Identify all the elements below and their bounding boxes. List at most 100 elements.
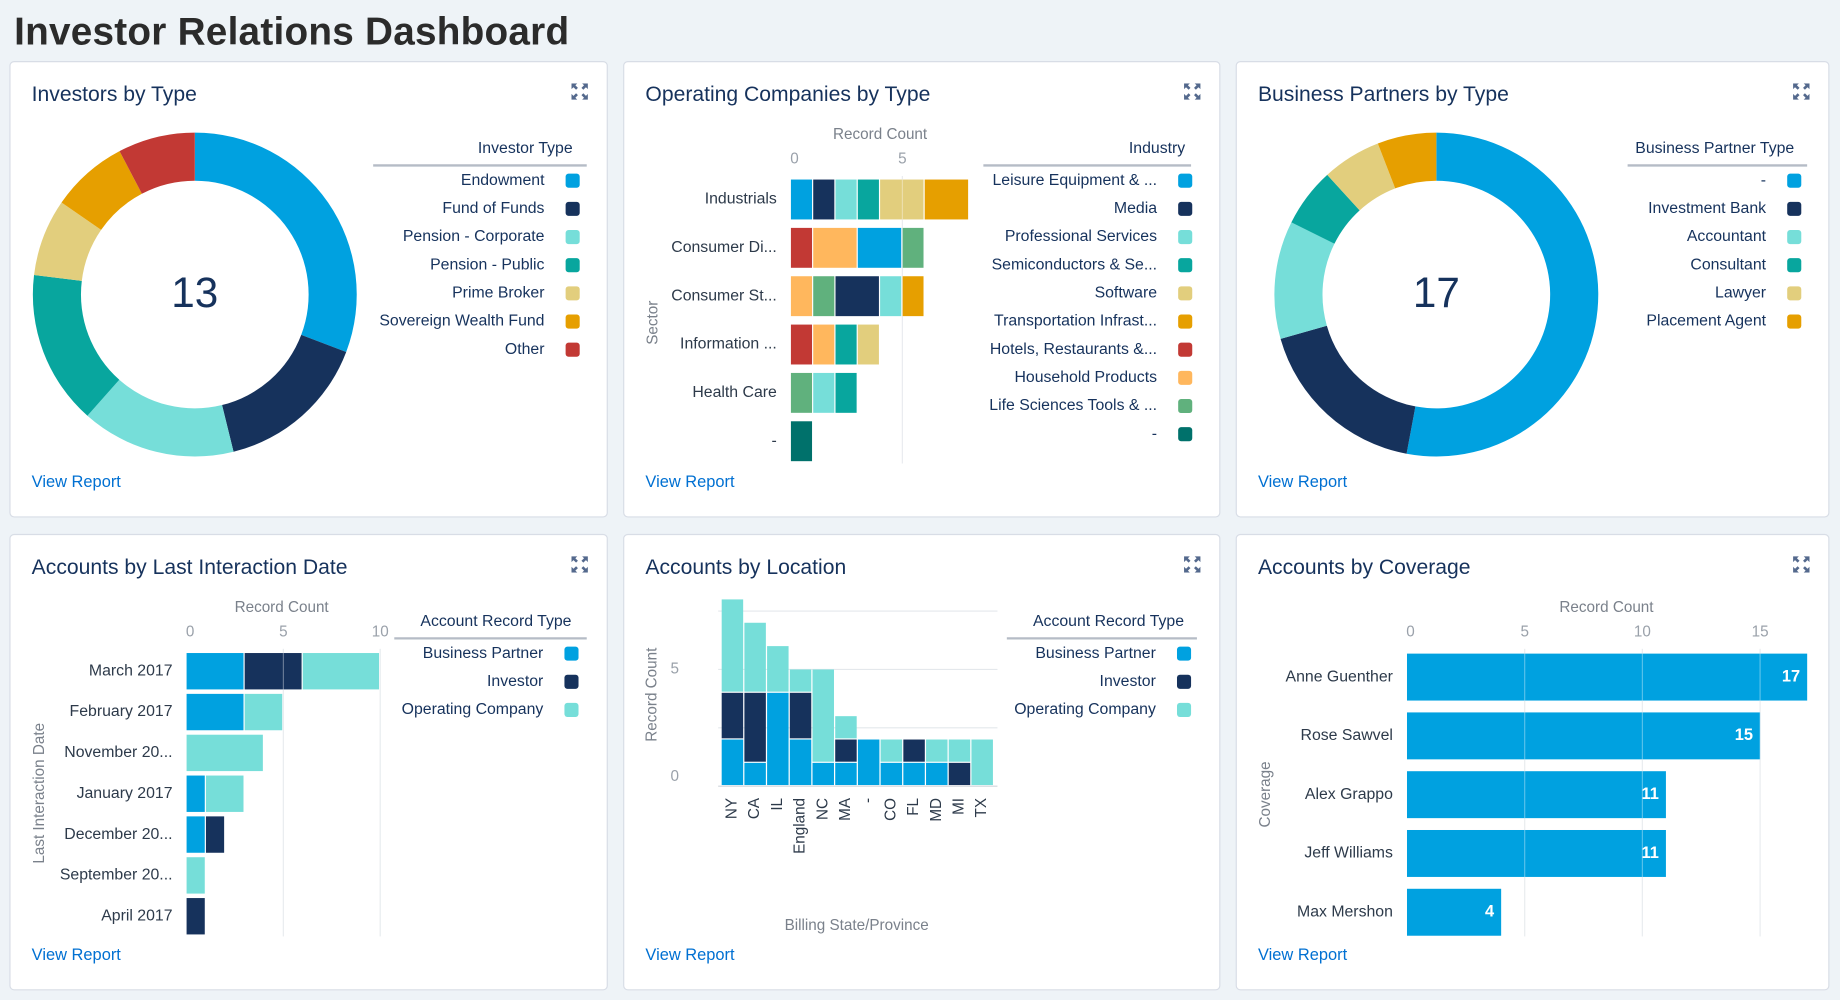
bar-segment[interactable] [744, 692, 766, 762]
bar-segment[interactable] [835, 739, 857, 762]
bar-segment[interactable] [835, 276, 879, 317]
bar-segment[interactable] [971, 739, 993, 786]
bar-segment[interactable] [880, 276, 902, 317]
bar-segment[interactable] [948, 739, 971, 762]
donut-slice[interactable] [194, 132, 357, 352]
bar-segment[interactable] [789, 739, 812, 786]
bar-segment[interactable] [721, 692, 744, 739]
legend-item[interactable]: Sovereign Wealth Fund [379, 313, 580, 330]
legend-item[interactable]: Consultant [1690, 256, 1802, 273]
bar-segment[interactable] [790, 421, 813, 462]
bar-segment[interactable] [302, 653, 380, 690]
bar-segment[interactable] [835, 324, 857, 365]
donut-slice[interactable] [34, 202, 102, 281]
donut-slice[interactable] [1377, 132, 1437, 189]
legend-item[interactable]: Other [505, 341, 580, 358]
bar-segment[interactable] [835, 372, 857, 413]
donut-slice[interactable] [32, 275, 120, 416]
legend-item[interactable]: Endowment [461, 172, 580, 189]
bar[interactable] [1406, 829, 1666, 877]
legend-item[interactable]: Life Sciences Tools & ... [989, 397, 1193, 414]
bar-segment[interactable] [790, 372, 813, 413]
bar-segment[interactable] [721, 599, 744, 692]
bar-segment[interactable] [813, 227, 857, 268]
bar-segment[interactable] [812, 669, 834, 762]
legend-item[interactable]: Operating Company [1014, 701, 1192, 718]
donut-slice[interactable] [1274, 222, 1335, 339]
bar-segment[interactable] [813, 324, 835, 365]
view-report-link[interactable]: View Report [31, 944, 121, 964]
bar-segment[interactable] [926, 739, 948, 762]
bar-segment[interactable] [789, 669, 812, 692]
expand-icon[interactable] [571, 556, 588, 573]
bar[interactable] [1406, 712, 1761, 760]
bar-segment[interactable] [721, 739, 744, 786]
legend-item[interactable]: Operating Company [402, 701, 579, 718]
legend-item[interactable]: Business Partner [423, 645, 579, 662]
bar-segment[interactable] [789, 692, 812, 739]
legend-item[interactable]: Household Products [1014, 369, 1193, 386]
legend-item[interactable]: Leisure Equipment & ... [993, 172, 1193, 189]
bar-segment[interactable] [205, 816, 225, 853]
bar-segment[interactable] [835, 762, 857, 786]
bar-segment[interactable] [744, 622, 766, 692]
legend-item[interactable]: Semiconductors & Se... [992, 256, 1193, 273]
legend-item[interactable]: Investor [487, 673, 579, 690]
bar-segment[interactable] [186, 898, 205, 935]
expand-icon[interactable] [1184, 83, 1201, 100]
bar-segment[interactable] [790, 324, 813, 365]
legend-item[interactable]: - [1152, 425, 1193, 442]
legend-item[interactable]: - [1761, 172, 1802, 189]
bar-segment[interactable] [767, 646, 789, 692]
bar-segment[interactable] [186, 734, 263, 772]
bar[interactable] [1406, 653, 1808, 701]
bar-segment[interactable] [813, 179, 835, 220]
bar-segment[interactable] [205, 775, 244, 812]
view-report-link[interactable]: View Report [1257, 471, 1348, 491]
bar-segment[interactable] [790, 276, 813, 317]
bar-segment[interactable] [994, 763, 1015, 785]
donut-slice[interactable] [222, 334, 347, 452]
view-report-link[interactable]: View Report [31, 471, 121, 491]
view-report-link[interactable]: View Report [645, 944, 735, 964]
donut-slice[interactable] [1291, 174, 1360, 244]
expand-icon[interactable] [1793, 83, 1810, 100]
expand-icon[interactable] [1793, 556, 1810, 573]
bar-segment[interactable] [744, 762, 766, 786]
legend-item[interactable]: Investor [1100, 673, 1192, 690]
bar-segment[interactable] [186, 816, 205, 853]
donut-slice[interactable] [119, 132, 195, 194]
legend-item[interactable]: Professional Services [1005, 228, 1193, 245]
legend-item[interactable]: Pension - Corporate [403, 228, 580, 245]
bar-segment[interactable] [813, 276, 835, 317]
legend-item[interactable]: Media [1114, 200, 1193, 217]
legend-item[interactable]: Fund of Funds [442, 200, 580, 217]
bar-segment[interactable] [244, 693, 283, 731]
bar-segment[interactable] [790, 179, 813, 220]
donut-slice[interactable] [1280, 325, 1416, 454]
donut-slice[interactable] [61, 151, 142, 230]
bar[interactable] [1406, 771, 1666, 819]
bar-segment[interactable] [903, 762, 925, 786]
legend-item[interactable]: Business Partner [1035, 645, 1192, 662]
bar-segment[interactable] [880, 762, 903, 786]
bar-segment[interactable] [813, 372, 835, 413]
legend-item[interactable]: Investment Bank [1648, 200, 1802, 217]
legend-item[interactable]: Pension - Public [430, 256, 580, 273]
bar-segment[interactable] [857, 179, 879, 220]
bar-segment[interactable] [835, 716, 857, 739]
bar-segment[interactable] [902, 276, 924, 317]
bar-segment[interactable] [812, 762, 834, 786]
bar-segment[interactable] [926, 762, 948, 786]
legend-item[interactable]: Placement Agent [1646, 313, 1802, 330]
bar[interactable] [1406, 888, 1502, 936]
bar-segment[interactable] [186, 775, 205, 812]
view-report-link[interactable]: View Report [645, 471, 735, 491]
bar-segment[interactable] [857, 227, 902, 268]
bar-segment[interactable] [902, 227, 924, 268]
bar-segment[interactable] [767, 692, 789, 786]
bar-segment[interactable] [903, 739, 925, 762]
bar-segment[interactable] [790, 227, 813, 268]
legend-item[interactable]: Accountant [1687, 228, 1802, 245]
bar-segment[interactable] [857, 739, 880, 786]
